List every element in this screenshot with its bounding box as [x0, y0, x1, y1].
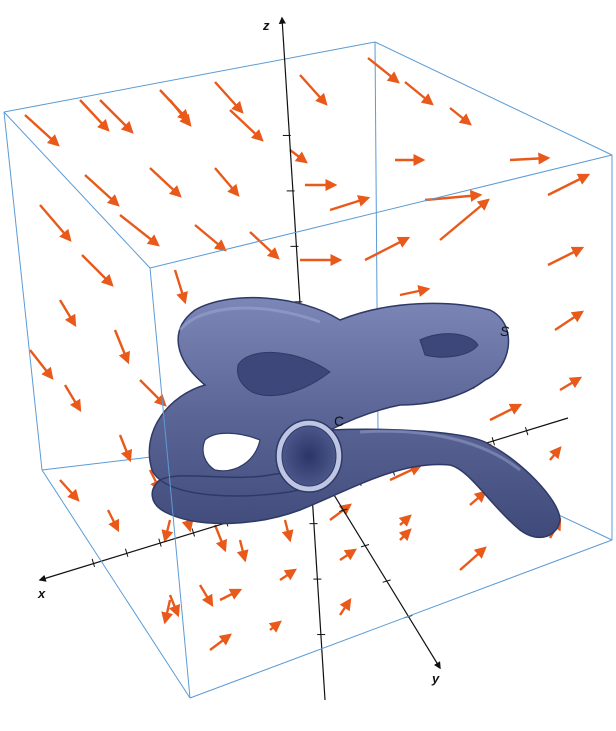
- arrow-icon: [268, 620, 282, 633]
- arrow-icon: [198, 584, 214, 608]
- axis-tick: [491, 437, 496, 446]
- arrow-icon: [449, 107, 472, 126]
- arrow-icon: [139, 379, 167, 407]
- arrow-icon: [79, 99, 110, 132]
- curve-label: C: [334, 413, 344, 429]
- arrow-icon: [329, 503, 352, 521]
- arrow-icon: [168, 594, 181, 618]
- arrow-icon: [554, 310, 584, 331]
- axis-tick: [382, 579, 391, 583]
- surface-s: [148, 296, 561, 539]
- arrow-icon: [547, 246, 585, 267]
- tube-highlight: [178, 306, 321, 331]
- arrow-icon: [229, 109, 264, 142]
- tube-highlight-2: [359, 429, 521, 472]
- z-axis-label: z: [262, 18, 270, 33]
- arrow-icon: [149, 167, 182, 198]
- tube-right-inner: [419, 333, 479, 358]
- tube-lower-gap: [202, 432, 261, 472]
- arrow-icon: [194, 224, 227, 252]
- arrow-icon: [547, 173, 591, 197]
- arrow-icon: [489, 403, 523, 422]
- box-front-edges: [3, 111, 613, 699]
- tube-inner-loop: [237, 351, 331, 397]
- arrow-icon: [389, 464, 423, 482]
- arrow-icon: [29, 349, 54, 380]
- tube-surface-icon: [148, 296, 561, 539]
- arrow-icon: [439, 198, 490, 241]
- arrow-icon: [399, 285, 431, 297]
- arrow-icon: [249, 231, 280, 260]
- arrow-icon: [339, 548, 357, 561]
- arrow-icon: [58, 299, 77, 328]
- arrow-icon: [459, 546, 487, 571]
- arrow-icon: [424, 189, 483, 202]
- arrow-icon: [289, 149, 308, 164]
- arrow-icon: [81, 254, 114, 287]
- arrow-icon: [161, 599, 173, 625]
- arrow-icon: [118, 434, 133, 463]
- arrow-icon: [329, 195, 371, 212]
- axis-tick: [124, 548, 129, 557]
- axis-tick: [91, 558, 96, 568]
- arrow-icon: [404, 81, 434, 106]
- arrow-icon: [549, 446, 562, 461]
- arrow-icon: [219, 588, 243, 602]
- arrow-icon: [279, 568, 297, 581]
- arrow-icon: [213, 524, 228, 553]
- axis-tick: [339, 508, 348, 512]
- arrow-icon: [364, 236, 411, 262]
- y-axis-label: y: [431, 671, 440, 686]
- boundary-curve-c: [275, 419, 343, 493]
- x-axis-label: x: [37, 586, 46, 601]
- arrow-icon: [113, 329, 130, 365]
- axis-tick: [360, 543, 370, 548]
- arrow-icon: [398, 514, 412, 527]
- arrow-icon: [214, 167, 240, 197]
- arrow-icon: [24, 114, 60, 147]
- arrow-icon: [469, 490, 487, 506]
- arrow-icon: [119, 214, 160, 247]
- arrow-icon: [39, 204, 72, 242]
- axis-tick: [524, 426, 529, 436]
- arrow-icon: [169, 99, 192, 127]
- arrow-icon: [339, 598, 352, 616]
- arrow-icon: [236, 539, 249, 563]
- arrow-icon: [59, 479, 80, 502]
- arrow-icon: [209, 633, 232, 651]
- arrow-icon: [367, 57, 400, 84]
- arrow-icon: [559, 376, 583, 392]
- surface-label: S: [500, 323, 510, 339]
- arrow-icon: [99, 99, 134, 134]
- arrow-icon: [281, 519, 294, 543]
- arrow-icon: [161, 519, 174, 543]
- axis-tick: [158, 538, 162, 547]
- arrow-icon: [84, 174, 120, 207]
- arrow-icon: [398, 528, 412, 542]
- arrow-icon: [509, 152, 551, 165]
- arrow-icon: [214, 81, 244, 114]
- arrow-icon: [173, 269, 188, 305]
- arrow-icon: [106, 509, 120, 533]
- arrow-icon: [63, 384, 82, 413]
- axis-tick: [191, 528, 196, 537]
- arrow-icon: [299, 74, 328, 106]
